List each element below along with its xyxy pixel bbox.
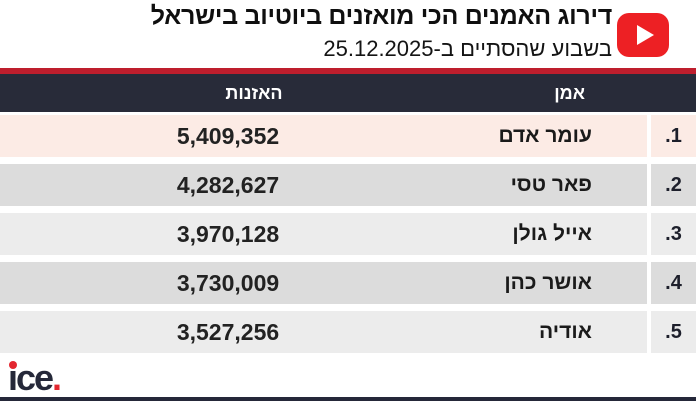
bottom-accent-bar [0, 397, 696, 401]
column-header-artist: אמן [554, 83, 585, 103]
listen-count: 3,730,009 [176, 270, 280, 296]
youtube-play-icon [617, 13, 669, 57]
artist-name: עומר אדם [498, 124, 592, 147]
column-header-listens: האזנות [225, 83, 283, 103]
play-triangle-icon [636, 25, 654, 45]
row-main-cell: 3,730,009 אושר כהן [0, 262, 647, 304]
row-main-cell: 3,970,128 אייל גולן [0, 213, 647, 255]
table-body: 5,409,352 עומר אדם .1 4,282,627 פאר טסי .2 3,9… [0, 115, 696, 353]
artist-name: אושר כהן [504, 271, 592, 294]
logo-period: . [52, 357, 62, 398]
listen-count: 4,282,627 [176, 172, 280, 198]
listen-count: 3,970,128 [176, 221, 280, 247]
artist-name: אייל גולן [512, 222, 592, 245]
page-title: דירוג האמנים הכי מואזנים ביוטיוב בישראל [150, 2, 613, 30]
artist-name: פאר טסי [510, 173, 592, 196]
rank-cell: .4 [651, 262, 696, 304]
logo-i-dot-icon [9, 361, 17, 369]
row-main-cell: 5,409,352 עומר אדם [0, 115, 647, 157]
listen-count: 5,409,352 [176, 123, 280, 149]
table-row: 3,527,256 אודיה .5 [0, 311, 696, 353]
page-subtitle: בשבוע שהסתיים ב-25.12.2025 [323, 36, 612, 61]
table-row: 5,409,352 עומר אדם .1 [0, 115, 696, 157]
rank-cell: .3 [651, 213, 696, 255]
row-main-cell: 3,527,256 אודיה [0, 311, 647, 353]
row-main-cell: 4,282,627 פאר טסי [0, 164, 647, 206]
ice-logo: ice. [8, 357, 62, 398]
table-row: 3,970,128 אייל גולן .3 [0, 213, 696, 255]
rank-cell: .2 [651, 164, 696, 206]
table-row: 3,730,009 אושר כהן .4 [0, 262, 696, 304]
artist-name: אודיה [539, 320, 592, 343]
table-header: האזנות אמן [0, 74, 696, 112]
logo-text-wrap: ice [8, 360, 54, 396]
table-top-accent-bar [0, 68, 696, 74]
listen-count: 3,527,256 [176, 319, 280, 345]
rank-cell: .1 [651, 115, 696, 157]
table-row: 4,282,627 פאר טסי .2 [0, 164, 696, 206]
rank-cell: .5 [651, 311, 696, 353]
